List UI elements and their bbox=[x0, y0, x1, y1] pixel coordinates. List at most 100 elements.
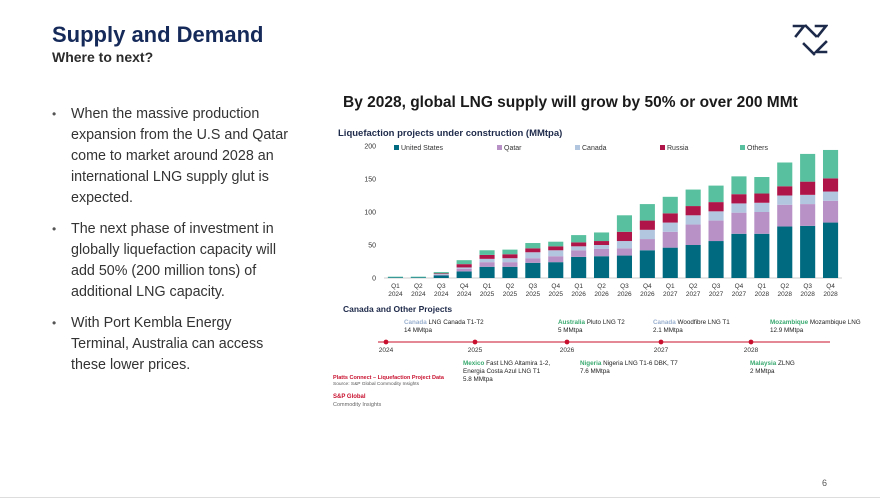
bar-segment-qatar bbox=[754, 212, 770, 234]
bar-segment-others bbox=[387, 276, 404, 278]
bar-segment-russia bbox=[456, 264, 472, 268]
project-name: Mozambique LNG bbox=[810, 319, 861, 326]
bar-segment-russia bbox=[502, 254, 518, 259]
project-country: Malaysia bbox=[750, 360, 778, 367]
bar-segment-qatar bbox=[593, 248, 610, 257]
bar-segment-canada bbox=[800, 194, 816, 205]
timeline-year-label: 2026 bbox=[560, 347, 575, 354]
timeline-marker bbox=[564, 339, 570, 345]
bar-segment-qatar bbox=[616, 248, 633, 256]
bar-segment-others bbox=[754, 177, 770, 194]
bar-segment-united-states bbox=[731, 233, 747, 278]
bar-segment-qatar bbox=[639, 239, 655, 251]
x-tick-label-year: 2028 bbox=[823, 291, 838, 298]
bullet-item: The next phase of investment in globally… bbox=[52, 219, 292, 303]
x-tick-label-quarter: Q3 bbox=[803, 283, 812, 290]
project-capacity: 14 MMtpa bbox=[404, 327, 432, 334]
bar-segment-canada bbox=[571, 246, 587, 251]
source-title: Platts Connect – Liquefaction Project Da… bbox=[333, 375, 444, 381]
bar-segment-russia bbox=[548, 246, 564, 251]
legend-swatch bbox=[394, 145, 399, 150]
bar-segment-united-states bbox=[479, 266, 495, 278]
x-tick-label-quarter: Q3 bbox=[620, 283, 629, 290]
project-name-continued: Energia Costa Azul LNG T1 bbox=[463, 368, 541, 375]
bar-segment-united-states bbox=[685, 245, 701, 278]
x-tick-label-quarter: Q2 bbox=[780, 283, 789, 290]
x-tick-label-quarter: Q4 bbox=[460, 283, 469, 290]
bar-segment-canada bbox=[662, 222, 678, 232]
bar-segment-others bbox=[822, 149, 839, 179]
bar-segment-russia bbox=[822, 178, 839, 192]
bar-segment-canada bbox=[525, 252, 541, 259]
bar-segment-qatar bbox=[708, 220, 724, 242]
bar-segment-qatar bbox=[800, 204, 816, 226]
bar-segment-russia bbox=[731, 194, 747, 204]
x-tick-label-quarter: Q4 bbox=[643, 283, 652, 290]
x-tick-label-quarter: Q3 bbox=[712, 283, 721, 290]
x-tick-label-year: 2025 bbox=[480, 291, 495, 298]
bar-segment-russia bbox=[754, 193, 770, 203]
stacked-bar-chart: 050100150200Q12024Q22024Q32024Q42024Q120… bbox=[364, 144, 842, 298]
project-country: Australia bbox=[558, 319, 587, 326]
bullet-item: With Port Kembla Energy Terminal, Austra… bbox=[52, 313, 292, 376]
legend-label: Canada bbox=[582, 145, 607, 152]
legend-swatch bbox=[740, 145, 745, 150]
bar-segment-qatar bbox=[479, 262, 495, 267]
bar-segment-others bbox=[548, 241, 564, 247]
project-capacity: 7.6 MMtpa bbox=[580, 368, 610, 375]
x-tick-label-year: 2028 bbox=[755, 291, 770, 298]
x-tick-label-quarter: Q1 bbox=[574, 283, 583, 290]
x-tick-label-quarter: Q2 bbox=[597, 283, 606, 290]
x-tick-label-year: 2025 bbox=[549, 291, 564, 298]
x-tick-label-quarter: Q4 bbox=[826, 283, 835, 290]
timeline-project: Nigeria Nigeria LNG T1-6 DBK, T7 bbox=[580, 360, 678, 367]
bar-segment-canada bbox=[777, 195, 793, 205]
x-tick-label-quarter: Q3 bbox=[529, 283, 538, 290]
x-tick-label-quarter: Q1 bbox=[483, 283, 492, 290]
legend-swatch bbox=[497, 145, 502, 150]
timeline-marker bbox=[748, 339, 754, 345]
bar-segment-canada bbox=[593, 245, 610, 249]
timeline-year-label: 2027 bbox=[654, 347, 669, 354]
bar-segment-others bbox=[708, 185, 724, 203]
bar-segment-russia bbox=[571, 242, 587, 247]
project-capacity: 5.8 MMtpa bbox=[463, 376, 493, 383]
project-capacity: 2 MMtpa bbox=[750, 368, 775, 375]
timeline-title: Canada and Other Projects bbox=[343, 304, 453, 314]
bar-segment-united-states bbox=[754, 233, 770, 278]
bar-segment-russia bbox=[662, 213, 678, 223]
y-tick-label: 100 bbox=[364, 210, 376, 217]
bar-segment-united-states bbox=[662, 247, 678, 278]
x-tick-label-year: 2028 bbox=[778, 291, 793, 298]
y-tick-label: 150 bbox=[364, 177, 376, 184]
bar-segment-canada bbox=[822, 191, 839, 201]
brand-logo-text: S&P Global bbox=[333, 394, 366, 400]
x-tick-label-quarter: Q4 bbox=[551, 283, 560, 290]
bar-segment-canada bbox=[479, 258, 495, 263]
bar-segment-canada bbox=[731, 203, 747, 213]
x-tick-label-year: 2024 bbox=[411, 291, 426, 298]
bar-segment-united-states bbox=[822, 222, 839, 278]
timeline-project: Canada LNG Canada T1-T2 bbox=[404, 319, 484, 326]
bar-segment-others bbox=[800, 153, 816, 182]
bar-segment-others bbox=[593, 232, 610, 242]
bar-segment-qatar bbox=[525, 258, 541, 263]
slide-title: Supply and Demand bbox=[52, 22, 264, 47]
x-tick-label-quarter: Q3 bbox=[437, 283, 446, 290]
x-tick-label-year: 2027 bbox=[663, 291, 678, 298]
bar-segment-russia bbox=[433, 273, 449, 275]
bar-segment-others bbox=[777, 162, 793, 187]
x-tick-label-quarter: Q1 bbox=[666, 283, 675, 290]
bar-segment-canada bbox=[639, 229, 655, 240]
project-country: Canada bbox=[404, 319, 429, 326]
bar-segment-qatar bbox=[662, 231, 678, 248]
bar-segment-united-states bbox=[410, 277, 426, 278]
bar-segment-united-states bbox=[616, 255, 633, 278]
bar-segment-russia bbox=[639, 220, 655, 230]
bar-segment-russia bbox=[777, 186, 793, 196]
project-name: Fast LNG Altamira 1-2, bbox=[486, 360, 550, 367]
bar-segment-russia bbox=[708, 202, 724, 212]
bar-segment-others bbox=[456, 260, 472, 265]
bar-segment-canada bbox=[708, 211, 724, 221]
bar-segment-others bbox=[525, 243, 541, 249]
